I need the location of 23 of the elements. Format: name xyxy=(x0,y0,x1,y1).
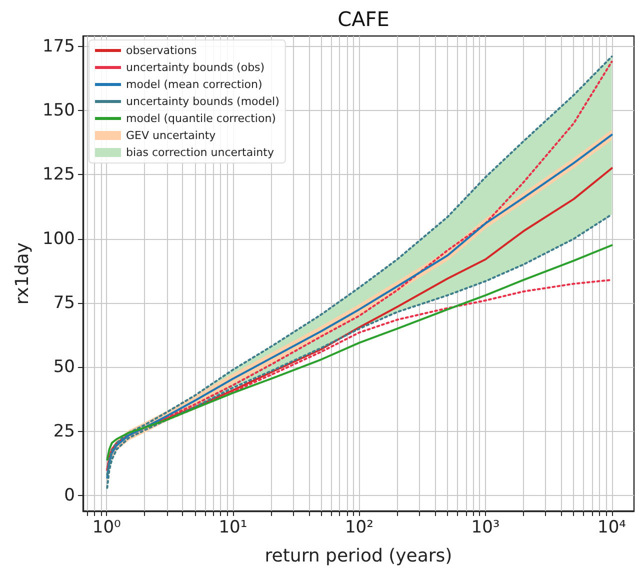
legend-label: GEV uncertainty xyxy=(126,129,216,142)
y-tick-label: 175 xyxy=(42,36,75,56)
x-tick-label: 10¹ xyxy=(218,518,248,538)
y-axis-title: rx1day xyxy=(12,242,34,305)
chart-title: CAFE xyxy=(338,7,390,31)
y-tick-label: 150 xyxy=(42,100,75,120)
y-tick-label: 50 xyxy=(53,357,75,378)
legend-label: model (quantile correction) xyxy=(126,112,276,125)
x-tick-label: 10³ xyxy=(471,518,500,538)
y-tick-label: 25 xyxy=(53,421,75,442)
x-axis-title: return period (years) xyxy=(264,546,452,566)
x-tick-label: 10⁰ xyxy=(92,518,122,538)
y-tick-label: 100 xyxy=(42,228,75,249)
y-tick-label: 75 xyxy=(53,293,75,314)
legend-label: bias correction uncertainty xyxy=(126,146,274,159)
y-tick-label: 125 xyxy=(42,164,75,185)
legend-label: observations xyxy=(126,44,198,57)
x-tick-label: 10² xyxy=(344,518,374,538)
y-tick-label: 0 xyxy=(64,486,75,506)
x-tick-label: 10⁴ xyxy=(598,518,626,538)
legend-label: model (mean correction) xyxy=(126,78,262,91)
legend-label: uncertainty bounds (obs) xyxy=(126,61,265,74)
legend-label: uncertainty bounds (model) xyxy=(126,95,280,108)
